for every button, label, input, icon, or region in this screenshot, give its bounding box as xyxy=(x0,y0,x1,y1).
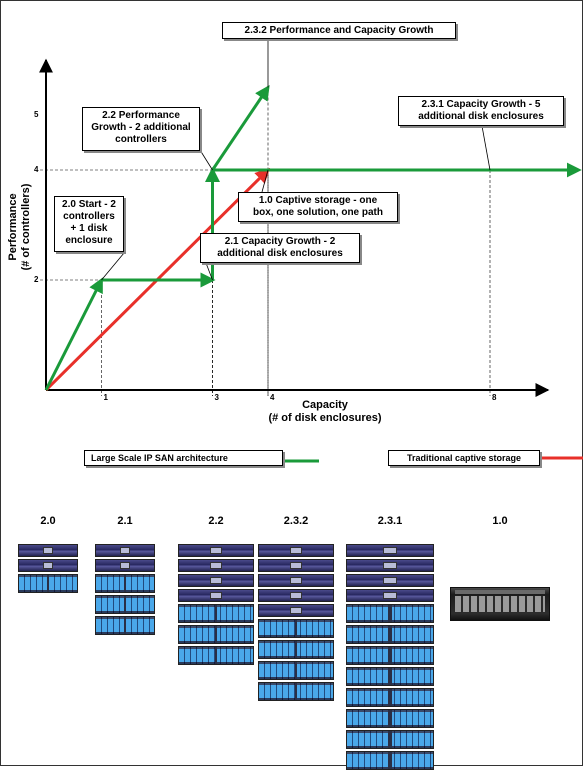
callout-leader xyxy=(101,252,125,281)
controller-unit xyxy=(258,574,334,587)
legend-captive: Traditional captive storage xyxy=(388,450,540,466)
controller-unit xyxy=(18,544,78,557)
callout-leader xyxy=(205,262,213,281)
stack-label: 2.3.2 xyxy=(283,515,309,527)
controller-unit xyxy=(258,544,334,557)
series-ipsan-segment xyxy=(44,277,103,391)
controller-unit xyxy=(95,559,155,572)
controller-unit xyxy=(258,559,334,572)
disk-enclosure xyxy=(95,595,155,614)
disk-enclosure xyxy=(95,616,155,635)
y-axis-title: Performance (# of controllers) xyxy=(7,183,32,271)
disk-enclosure xyxy=(178,604,254,623)
storage-rack xyxy=(346,544,434,772)
callout-2-1: 2.1 Capacity Growth - 2 additional disk … xyxy=(200,233,360,263)
controller-unit xyxy=(95,544,155,557)
x-tick-label: 1 xyxy=(103,393,108,402)
callout-leader xyxy=(481,125,491,171)
disk-enclosure xyxy=(346,604,434,623)
controller-unit xyxy=(178,544,254,557)
disk-enclosure xyxy=(346,709,434,728)
disk-enclosure xyxy=(346,625,434,644)
disk-enclosure xyxy=(95,574,155,593)
series-ipsan-segment xyxy=(211,85,270,171)
x-axis-title: Capacity (# of disk enclosures) xyxy=(268,399,382,424)
disk-enclosure xyxy=(346,688,434,707)
controller-unit xyxy=(346,559,434,572)
callout-leaders xyxy=(101,39,491,281)
disk-enclosure xyxy=(178,646,254,665)
disk-enclosure xyxy=(258,661,334,680)
captive-storage-box xyxy=(450,587,550,621)
storage-rack xyxy=(95,544,155,637)
callout-2-3-1: 2.3.1 Capacity Growth - 5 additional dis… xyxy=(398,96,564,126)
disk-enclosure xyxy=(258,619,334,638)
stack-label: 1.0 xyxy=(492,515,508,527)
disk-enclosure xyxy=(346,667,434,686)
x-tick-label: 8 xyxy=(492,393,497,402)
controller-unit xyxy=(258,589,334,602)
callout-leader xyxy=(199,149,213,171)
disk-enclosure xyxy=(18,574,78,593)
growth-chart xyxy=(39,39,583,463)
controller-unit xyxy=(178,589,254,602)
storage-rack xyxy=(258,544,334,703)
stack-label: 2.3.1 xyxy=(377,515,403,527)
disk-enclosure xyxy=(258,682,334,701)
y-tick-label: 5 xyxy=(34,110,39,119)
x-tick-label: 3 xyxy=(214,393,219,402)
y-tick-label: 4 xyxy=(34,165,39,174)
controller-unit xyxy=(346,574,434,587)
stack-label: 2.0 xyxy=(40,515,56,527)
callout-1-0: 1.0 Captive storage - one box, one solut… xyxy=(238,192,398,222)
stack-label: 2.2 xyxy=(208,515,224,527)
storage-rack xyxy=(178,544,254,667)
controller-unit xyxy=(346,589,434,602)
stack-label: 2.1 xyxy=(117,515,133,527)
controller-unit xyxy=(346,544,434,557)
disk-enclosure xyxy=(258,640,334,659)
controller-unit xyxy=(258,604,334,617)
y-tick-label: 2 xyxy=(34,275,39,284)
disk-enclosure xyxy=(346,730,434,749)
legend-ipsan: Large Scale IP SAN architecture xyxy=(84,450,283,466)
disk-enclosure xyxy=(178,625,254,644)
x-tick-label: 4 xyxy=(270,393,275,402)
series-layer xyxy=(44,85,582,392)
controller-unit xyxy=(178,574,254,587)
callout-leader xyxy=(261,169,269,193)
controller-unit xyxy=(178,559,254,572)
storage-rack xyxy=(18,544,78,595)
callout-2-0: 2.0 Start - 2 controllers + 1 disk enclo… xyxy=(54,196,124,252)
disk-enclosure xyxy=(346,646,434,665)
callout-2-2: 2.2 Performance Growth - 2 additional co… xyxy=(82,107,200,151)
controller-unit xyxy=(18,559,78,572)
disk-enclosure xyxy=(346,751,434,770)
callout-2-3-2: 2.3.2 Performance and Capacity Growth xyxy=(222,22,456,39)
